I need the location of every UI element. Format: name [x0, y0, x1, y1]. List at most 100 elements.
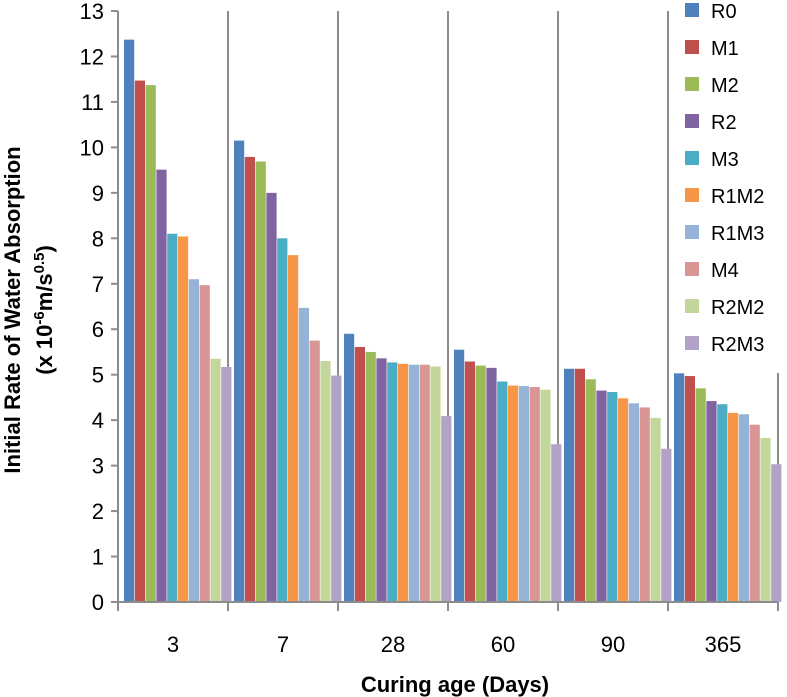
- y-tick-label: 2: [92, 499, 104, 524]
- legend-label-r2m2: R2M2: [711, 297, 764, 319]
- legend-label-m4: M4: [711, 260, 739, 282]
- legend-swatch-r0: [685, 3, 699, 17]
- bar-r1m3-60: [518, 386, 529, 602]
- y-tick-label: 0: [92, 590, 104, 615]
- bar-r2m2-7: [320, 361, 331, 602]
- y-tick-label: 13: [80, 0, 104, 24]
- legend-swatch-m2: [685, 77, 699, 91]
- y-unit-exp2: 0.5: [31, 253, 48, 274]
- x-axis: 3 7 28 60 90 365: [117, 601, 779, 657]
- bar-r1m3-365: [738, 414, 749, 602]
- y-unit-prefix: (x 10: [32, 325, 57, 375]
- y-tick-label: 1: [92, 545, 104, 570]
- x-tick-label-28: 28: [381, 632, 405, 657]
- legend-label-m1: M1: [711, 38, 739, 60]
- bar-r2-60: [486, 367, 497, 602]
- bar-m1-60: [464, 361, 475, 602]
- bar-m4-7: [309, 340, 320, 602]
- bar-r2m3-7: [331, 375, 342, 602]
- bar-r2m3-365: [771, 464, 782, 602]
- bar-r1m2-90: [618, 398, 629, 602]
- bar-r0-365: [674, 373, 685, 602]
- bar-r2m2-365: [760, 437, 771, 602]
- bar-r1m2-3: [178, 236, 189, 603]
- y-tick-label: 11: [81, 90, 104, 115]
- bar-m1-3: [134, 80, 145, 602]
- x-tick-label-3: 3: [167, 632, 179, 657]
- y-unit-suffix: ): [32, 245, 57, 252]
- legend-swatch-r1m2: [685, 188, 699, 202]
- y-unit-exp1: -6: [31, 311, 48, 324]
- legend-swatch-r2: [685, 114, 699, 128]
- legend-label-m3: M3: [711, 149, 739, 171]
- legend-label-m2: M2: [711, 75, 739, 97]
- bar-m2-3: [145, 85, 156, 603]
- y-unit-mid: m/s: [32, 273, 57, 311]
- bar-m1-90: [574, 368, 585, 602]
- bar-r2-90: [596, 390, 607, 602]
- y-tick-label: 9: [92, 181, 104, 206]
- bar-r1m2-365: [728, 412, 739, 602]
- x-tick-label-90: 90: [601, 632, 625, 657]
- bar-r2-7: [266, 192, 277, 602]
- bar-r1m3-90: [628, 403, 639, 602]
- bar-r2m3-90: [661, 448, 672, 602]
- bar-m4-365: [749, 424, 760, 602]
- legend-swatch-m3: [685, 151, 699, 165]
- bar-m4-28: [419, 364, 430, 602]
- bar-r2-28: [376, 358, 387, 602]
- bar-m4-60: [529, 386, 540, 602]
- bar-r1m2-60: [508, 385, 519, 602]
- bar-r2-365: [706, 401, 717, 602]
- bar-m2-28: [365, 351, 376, 602]
- y-tick-label: 3: [92, 454, 104, 479]
- y-tick-label: 12: [80, 44, 104, 69]
- bar-m1-7: [244, 156, 255, 602]
- y-tick-label: 5: [92, 363, 104, 388]
- bar-m3-3: [167, 233, 178, 602]
- bar-r0-90: [564, 368, 575, 602]
- legend-swatch-r1m3: [685, 225, 699, 239]
- bar-r2m3-3: [221, 366, 232, 602]
- bar-m2-60: [475, 365, 486, 602]
- bar-r2m2-3: [210, 358, 221, 602]
- bar-r1m3-7: [298, 307, 309, 602]
- bar-r2m3-28: [441, 416, 452, 602]
- bar-m3-60: [497, 381, 508, 602]
- x-tick-label-7: 7: [277, 632, 289, 657]
- x-tick-label-365: 365: [705, 632, 742, 657]
- bar-r2m2-60: [540, 389, 551, 602]
- y-tick-label: 4: [92, 408, 104, 433]
- legend-label-r1m3: R1M3: [711, 223, 764, 245]
- bar-m1-365: [684, 376, 695, 602]
- y-tick-label: 7: [92, 272, 104, 297]
- bar-r1m2-7: [288, 255, 299, 602]
- legend-label-r2m3: R2M3: [711, 334, 764, 356]
- legend-swatch-m1: [685, 40, 699, 54]
- bar-m3-365: [717, 404, 728, 602]
- legend-swatch-r2m2: [685, 299, 699, 313]
- bar-r1m3-28: [408, 364, 419, 602]
- bar-r2m3-60: [551, 444, 562, 602]
- bar-m3-28: [387, 362, 398, 602]
- y-tick-label: 6: [92, 317, 104, 342]
- bar-r0-7: [234, 140, 245, 602]
- y-tick-label: 8: [92, 226, 104, 251]
- bar-r0-3: [124, 39, 135, 602]
- bar-m4-3: [199, 285, 210, 602]
- y-axis-title: Initial Rate of Water Absorption: [0, 146, 25, 473]
- legend-swatch-r2m3: [685, 336, 699, 350]
- legend-label-r1m2: R1M2: [711, 186, 764, 208]
- bar-m3-90: [607, 391, 618, 602]
- legend-swatch-m4: [685, 262, 699, 276]
- bar-m2-7: [255, 161, 266, 603]
- bar-r1m3-3: [188, 279, 199, 602]
- bar-r2m2-90: [650, 417, 661, 602]
- legend-label-r0: R0: [711, 1, 737, 23]
- bar-m2-365: [695, 388, 706, 602]
- bar-m3-7: [277, 238, 288, 602]
- legend-label-r2: R2: [711, 112, 737, 134]
